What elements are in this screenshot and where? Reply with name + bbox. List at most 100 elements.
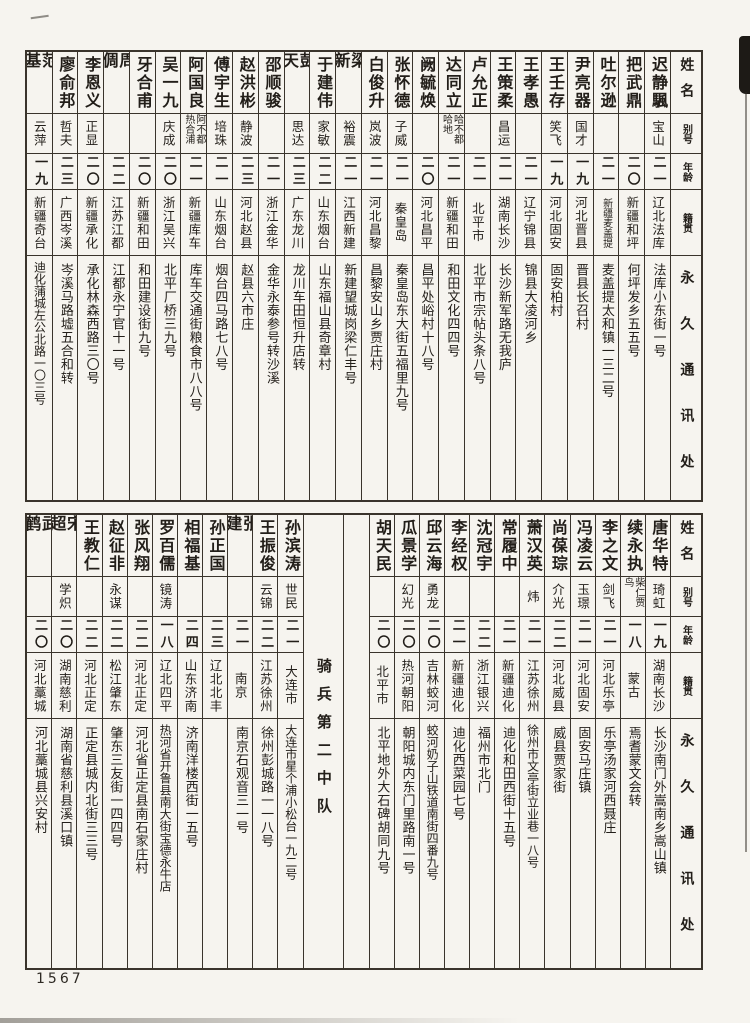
person-name-text: 尹亮器 xyxy=(572,56,589,110)
person-alias-text: 国才 xyxy=(574,120,587,147)
person-column: 梁新裕震二一江西新建新建望城岗梁仁丰号 xyxy=(335,52,361,500)
person-column: 王教仁二二河北正定正定县城内北街三三号 xyxy=(76,515,101,968)
person-age: 二二 xyxy=(104,154,129,190)
person-address: 昌黎安山乡贾庄村 xyxy=(362,256,387,500)
person-age-text: 一九 xyxy=(651,618,665,652)
person-address-text: 福州市北门 xyxy=(475,719,489,794)
spacer-column xyxy=(343,515,369,968)
person-name: 张建 xyxy=(228,515,252,577)
person-alias: 国才 xyxy=(568,114,593,154)
person-age: 二二 xyxy=(77,617,101,653)
person-native-text: 河北乐亭 xyxy=(601,659,614,713)
person-native: 浙江吴兴 xyxy=(156,190,181,256)
person-native: 河北昌黎 xyxy=(362,190,387,256)
person-name: 王策柔 xyxy=(491,52,516,114)
person-age-text: 二一 xyxy=(393,155,407,189)
person-name: 邱云海 xyxy=(420,515,444,577)
person-native-text: 大连市 xyxy=(284,665,297,706)
person-age: 二一 xyxy=(228,617,252,653)
person-name-text: 宋超 xyxy=(52,515,76,576)
person-name-text: 萧汉英 xyxy=(524,519,541,573)
person-age-text: 二三 xyxy=(290,155,304,189)
person-name: 吴一九 xyxy=(156,52,181,114)
person-age-text: 二一 xyxy=(525,618,539,652)
person-address: 锦县大凌河乡 xyxy=(516,256,541,500)
person-address-text: 烟台四马路七八号 xyxy=(213,256,227,371)
person-native-text: 松江肇东 xyxy=(108,659,121,713)
person-name-text: 牙合甫 xyxy=(134,56,151,110)
person-alias-text: 炜 xyxy=(526,590,539,604)
person-age-text: 二〇 xyxy=(375,618,389,652)
person-age-text: 二〇 xyxy=(425,618,439,652)
person-name-text: 吴一九 xyxy=(160,56,177,110)
person-age-text: 二三 xyxy=(208,618,222,652)
person-alias xyxy=(594,114,619,154)
person-address: 北平市宗帖头条八号 xyxy=(465,256,490,500)
person-age: 一九 xyxy=(542,154,567,190)
person-native-text: 浙江吴兴 xyxy=(162,196,175,250)
person-age-text: 二一 xyxy=(500,618,514,652)
person-native-text: 河北昌黎 xyxy=(368,196,381,250)
person-name-text: 范基 xyxy=(27,52,52,113)
person-address: 蛟河奶子山铁道南街四番九号 xyxy=(420,719,444,968)
person-name-text: 尚葆琮 xyxy=(549,519,566,573)
person-native-text: 河北藁城 xyxy=(33,659,46,713)
person-age: 二〇 xyxy=(130,154,155,190)
person-age: 二一 xyxy=(516,154,541,190)
scan-artifact-scribble xyxy=(29,5,48,19)
person-address-text: 长沙新军路无我庐 xyxy=(496,256,510,371)
person-native-text: 山东烟台 xyxy=(213,196,226,250)
header-column: 姓名别号年龄籍贯永久通讯处 xyxy=(670,515,701,968)
header-native: 籍贯 xyxy=(671,190,701,256)
person-column: 吴一九庆成二〇浙江吴兴北平厂桥三九号 xyxy=(155,52,181,500)
person-address: 固安马庄镇 xyxy=(571,719,595,968)
person-age-text: 二一 xyxy=(601,618,615,652)
person-native-text: 吉林蛟河 xyxy=(425,659,438,713)
register-table-bottom: 姓名别号年龄籍贯永久通讯处唐华特琦虹一九湖南长沙长沙南门外嵩南乡嵩山镇续永执柴仁… xyxy=(25,513,703,970)
person-age: 二三 xyxy=(53,154,78,190)
person-native-text: 南京 xyxy=(234,672,247,699)
person-alias-text: 哈不都哈地 xyxy=(440,114,462,153)
person-name-text: 赵征非 xyxy=(106,519,123,573)
person-native-text: 新疆迪化 xyxy=(450,659,463,713)
person-address: 固安柏村 xyxy=(542,256,567,500)
person-column: 孙滨涛世民二一大连市大连市星个浦小松台一九二号 xyxy=(277,515,302,968)
person-name-text: 王教仁 xyxy=(81,519,98,573)
person-age: 二〇 xyxy=(413,154,438,190)
person-address: 福州市北门 xyxy=(470,719,494,968)
person-alias: 玉璟 xyxy=(571,577,595,617)
person-native-text: 新疆迪化 xyxy=(501,659,514,713)
person-column: 李恩义正显二〇新疆承化承化林森西路三〇号 xyxy=(77,52,103,500)
person-age: 二〇 xyxy=(27,617,51,653)
page-number: 1567 xyxy=(36,971,84,987)
person-name-text: 冯凌云 xyxy=(574,519,591,573)
person-address: 江都永宁官十一号 xyxy=(104,256,129,500)
person-name: 彭天 xyxy=(285,52,310,114)
person-address-text: 威县贾家街 xyxy=(551,719,565,794)
person-alias-text: 云萍 xyxy=(33,120,46,147)
person-column: 沈冠宇二二浙江银兴福州市北门 xyxy=(469,515,494,968)
person-alias-text: 庆成 xyxy=(162,120,175,147)
person-name-text: 邱云海 xyxy=(423,519,440,573)
person-age: 二二 xyxy=(103,617,127,653)
person-column: 唐华特琦虹一九湖南长沙长沙南门外嵩南乡嵩山镇 xyxy=(645,515,670,968)
person-age: 二一 xyxy=(207,154,232,190)
person-age: 二一 xyxy=(181,154,206,190)
person-alias xyxy=(465,114,490,154)
person-column: 李之文剑飞二一河北乐亭乐亭汤家河西聂庄 xyxy=(595,515,620,968)
person-alias-text: 宝山 xyxy=(651,120,664,147)
person-native-text: 辽北北丰 xyxy=(209,659,222,713)
person-age-text: 二一 xyxy=(284,618,298,652)
header-column: 姓名别号年龄籍贯永久通讯处 xyxy=(670,52,701,500)
person-age-text: 二二 xyxy=(133,618,147,652)
person-native: 秦皇岛 xyxy=(388,190,413,256)
person-native-text: 河北威县 xyxy=(551,659,564,713)
person-column: 邵顺骏二一浙江金华金华永泰参号转沙溪 xyxy=(258,52,284,500)
person-alias xyxy=(104,114,129,154)
person-alias-text: 永谋 xyxy=(108,583,121,610)
person-column: 孙正国二三辽北北丰 xyxy=(202,515,227,968)
person-address-text: 岑溪马路墟五合和转 xyxy=(58,256,72,385)
person-native-text: 辽北法库 xyxy=(651,196,664,250)
person-column: 赵洪彬静波二三河北赵县赵县六市庄 xyxy=(232,52,258,500)
person-name: 李经权 xyxy=(445,515,469,577)
